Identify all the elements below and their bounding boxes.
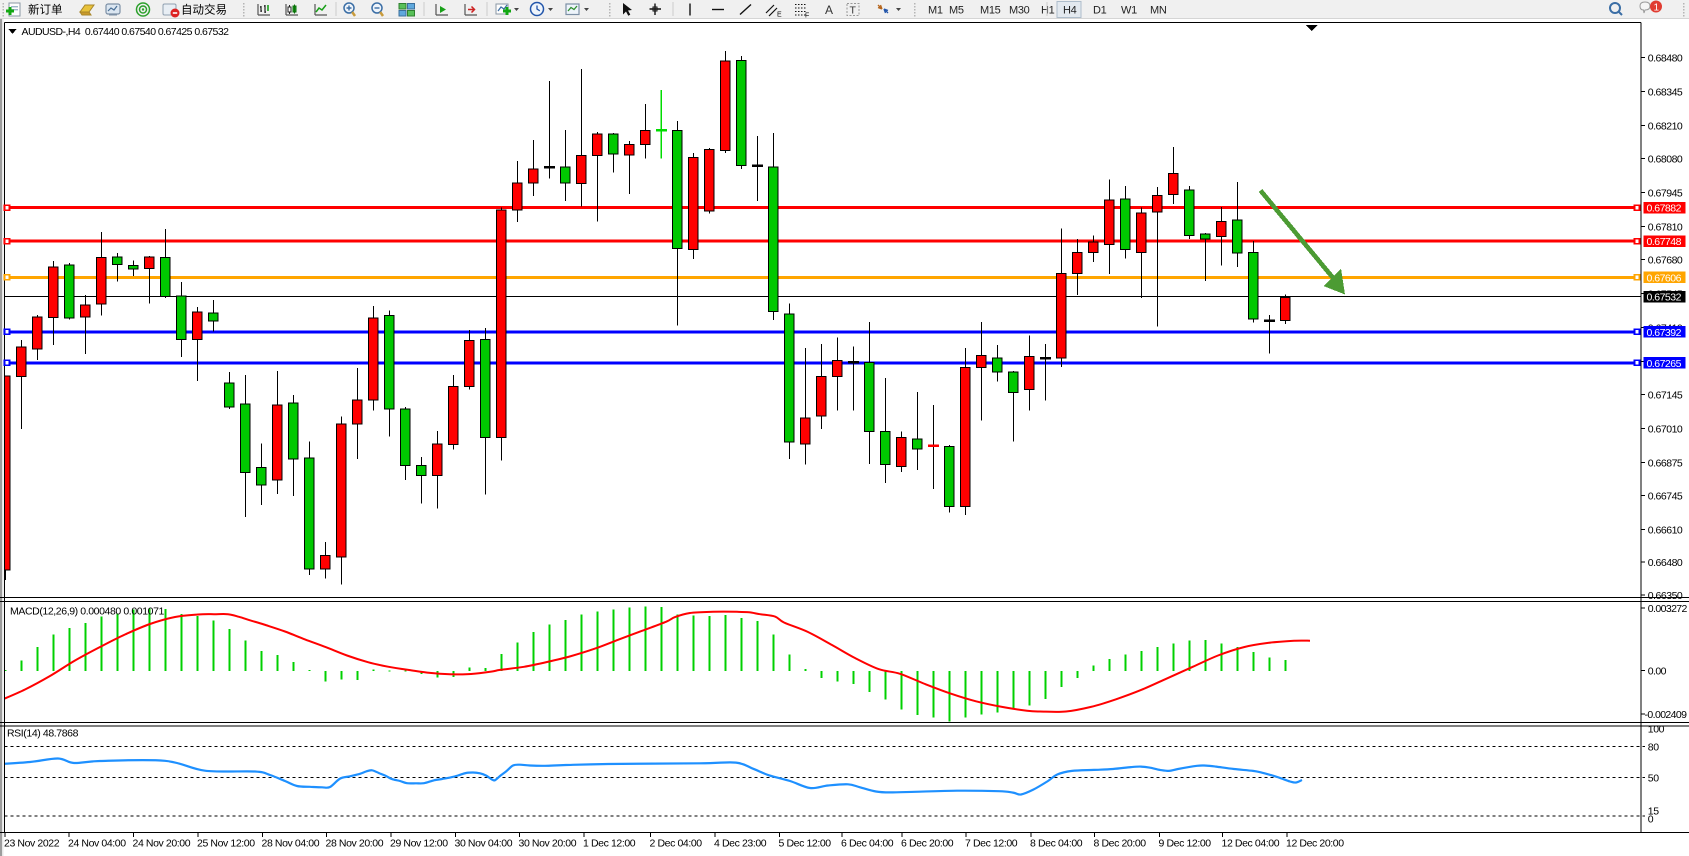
svg-text:0.67882: 0.67882 (1647, 203, 1682, 215)
svg-text:0.66480: 0.66480 (1648, 557, 1683, 569)
svg-text:A: A (825, 3, 833, 17)
svg-text:W1: W1 (1121, 5, 1137, 17)
svg-text:0.67810: 0.67810 (1648, 222, 1683, 234)
svg-text:9 Dec 12:00: 9 Dec 12:00 (1159, 838, 1212, 850)
svg-text:M15: M15 (980, 5, 1001, 17)
svg-text:80: 80 (1648, 742, 1659, 754)
svg-text:0.67392: 0.67392 (1647, 327, 1682, 339)
svg-text:29 Nov 12:00: 29 Nov 12:00 (390, 838, 448, 850)
svg-text:28 Nov 20:00: 28 Nov 20:00 (326, 838, 384, 850)
svg-text:4 Dec 23:00: 4 Dec 23:00 (714, 838, 767, 850)
svg-text:H4: H4 (1063, 5, 1077, 17)
svg-text:1: 1 (1654, 3, 1660, 14)
svg-text:0.68345: 0.68345 (1648, 87, 1683, 99)
svg-text:H1: H1 (1041, 5, 1055, 17)
svg-text:0.68080: 0.68080 (1648, 153, 1683, 165)
svg-text:24 Nov 20:00: 24 Nov 20:00 (133, 838, 191, 850)
svg-text:AUDUSD-,H4 0.67440 0.67540 0.: AUDUSD-,H4 0.67440 0.67540 0.67425 0.675… (22, 26, 230, 38)
svg-text:E: E (777, 12, 782, 19)
svg-text:0.67532: 0.67532 (1647, 292, 1682, 304)
svg-text:1 Dec 12:00: 1 Dec 12:00 (583, 838, 636, 850)
svg-text:0.68480: 0.68480 (1648, 53, 1683, 65)
svg-text:0.66350: 0.66350 (1648, 590, 1683, 602)
svg-text:15: 15 (1648, 805, 1659, 817)
svg-text:6 Dec 20:00: 6 Dec 20:00 (901, 838, 954, 850)
svg-text:12 Dec 20:00: 12 Dec 20:00 (1286, 838, 1344, 850)
svg-text:MACD(12,26,9) 0.000480 0.00107: MACD(12,26,9) 0.000480 0.001071 (10, 606, 165, 618)
svg-text:M1: M1 (928, 5, 943, 17)
svg-text:24 Nov 04:00: 24 Nov 04:00 (68, 838, 126, 850)
svg-text:28 Nov 04:00: 28 Nov 04:00 (262, 838, 320, 850)
svg-text:0.66610: 0.66610 (1648, 524, 1683, 536)
svg-text:F: F (805, 13, 809, 20)
svg-text:30 Nov 04:00: 30 Nov 04:00 (455, 838, 513, 850)
svg-text:23 Nov 2022: 23 Nov 2022 (4, 838, 60, 850)
svg-text:0.66745: 0.66745 (1648, 490, 1683, 502)
svg-text:M5: M5 (949, 5, 964, 17)
svg-text:6 Dec 04:00: 6 Dec 04:00 (841, 838, 894, 850)
svg-text:0.67265: 0.67265 (1647, 358, 1682, 370)
svg-text:MN: MN (1150, 5, 1167, 17)
svg-text:0.67145: 0.67145 (1648, 389, 1683, 401)
svg-text:-0.002409: -0.002409 (1645, 709, 1688, 721)
svg-text:新订单: 新订单 (28, 3, 63, 17)
svg-text:8 Dec 20:00: 8 Dec 20:00 (1094, 838, 1147, 850)
svg-text:M30: M30 (1009, 5, 1030, 17)
svg-text:0.67010: 0.67010 (1648, 424, 1683, 436)
svg-text:0.00: 0.00 (1648, 665, 1667, 677)
svg-text:0: 0 (1648, 813, 1654, 825)
svg-text:D1: D1 (1093, 5, 1107, 17)
svg-text:0.67748: 0.67748 (1647, 236, 1682, 248)
svg-text:25 Nov 12:00: 25 Nov 12:00 (197, 838, 255, 850)
svg-text:0.66875: 0.66875 (1648, 458, 1683, 470)
svg-text:12 Dec 04:00: 12 Dec 04:00 (1222, 838, 1280, 850)
svg-text:自动交易: 自动交易 (181, 3, 227, 17)
svg-text:0.67606: 0.67606 (1647, 272, 1682, 284)
svg-text:2 Dec 04:00: 2 Dec 04:00 (650, 838, 703, 850)
svg-text:5 Dec 12:00: 5 Dec 12:00 (779, 838, 832, 850)
svg-text:0.68210: 0.68210 (1648, 121, 1683, 133)
svg-text:0.67680: 0.67680 (1648, 254, 1683, 266)
svg-text:RSI(14) 48.7868: RSI(14) 48.7868 (7, 728, 79, 740)
svg-text:0.67945: 0.67945 (1648, 188, 1683, 200)
svg-text:7 Dec 12:00: 7 Dec 12:00 (965, 838, 1018, 850)
svg-text:30 Nov 20:00: 30 Nov 20:00 (519, 838, 577, 850)
svg-text:100: 100 (1648, 724, 1665, 736)
svg-text:50: 50 (1648, 772, 1659, 784)
svg-text:0.003272: 0.003272 (1648, 603, 1688, 615)
svg-text:T: T (850, 5, 857, 17)
svg-text:8 Dec 04:00: 8 Dec 04:00 (1030, 838, 1083, 850)
